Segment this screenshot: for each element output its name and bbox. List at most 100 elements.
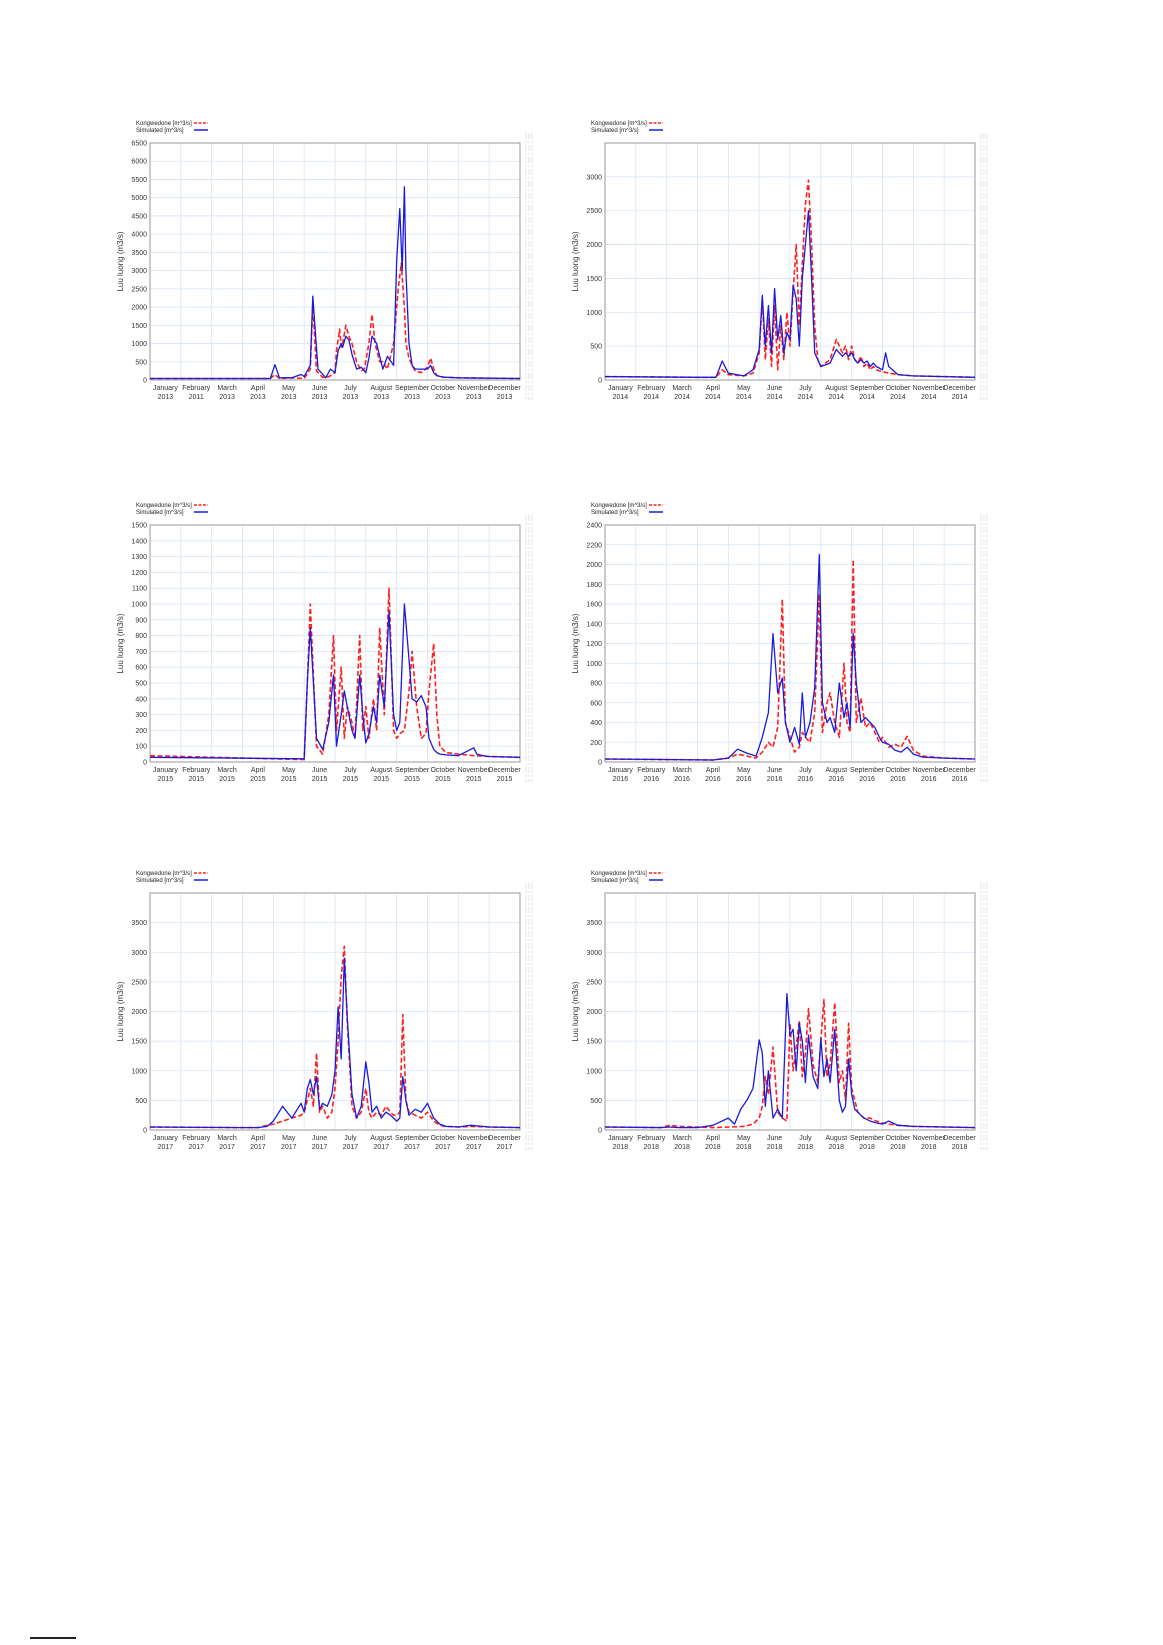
margin-annotation <box>525 515 533 782</box>
x-tick-month-label: January <box>608 767 633 774</box>
x-tick-month-label: March <box>217 767 237 774</box>
y-tick-label: 2000 <box>586 242 602 249</box>
x-tick-year-label: 2014 <box>767 394 783 401</box>
chart-panel-2018: 0 500 1000 1500 2000 2500 3000 3500 January 2018 F… <box>565 858 988 1158</box>
y-tick-label: 3000 <box>131 950 147 957</box>
x-tick-month-label: May <box>282 1135 296 1142</box>
legend-label-observed: Kongwedone [m^3/s] <box>136 871 192 877</box>
legend: Kongwedone [m^3/s]Simulated [m^3/s] <box>136 121 208 134</box>
y-tick-label: 800 <box>135 633 147 640</box>
y-tick-label: 1800 <box>586 582 602 589</box>
x-tick-year-label: 2017 <box>497 1144 513 1151</box>
y-tick-label: 2400 <box>586 523 602 530</box>
x-tick-month-label: October <box>430 767 456 774</box>
chart-svg: 0 500 1000 1500 2000 2500 3000 January 2014 Febru… <box>571 121 988 401</box>
x-tick-year-label: 2016 <box>828 776 844 783</box>
x-tick-year-label: 2017 <box>219 1144 235 1151</box>
legend-label-simulated: Simulated [m^3/s] <box>591 510 639 516</box>
x-tick-year-label: 2014 <box>859 394 875 401</box>
y-axis-label: Luu luong (m3/s) <box>116 981 125 1041</box>
series-line-simulated <box>604 993 976 1129</box>
x-tick-year-label: 2015 <box>188 776 204 783</box>
y-tick-label: 2500 <box>131 286 147 293</box>
x-tick-year-label: 2018 <box>921 1144 937 1151</box>
legend-label-simulated: Simulated [m^3/s] <box>591 128 639 134</box>
chart-panel-2016: 0 200 400 600 800 1000 1200 1400 1600 1800 2000 220… <box>565 490 988 790</box>
plot-frame <box>149 524 521 763</box>
x-tick-month-label: May <box>737 1135 751 1142</box>
plot-frame <box>604 892 976 1131</box>
x-tick-month-label: November <box>458 1135 491 1142</box>
y-tick-label: 1000 <box>131 602 147 609</box>
x-tick-year-label: 2018 <box>705 1144 721 1151</box>
x-tick-year-label: 2013 <box>497 394 513 401</box>
x-tick-month-label: February <box>637 767 666 774</box>
chart-panel-2017: 0 500 1000 1500 2000 2500 3000 3500 January 2017 F… <box>110 858 533 1158</box>
x-tick-year-label: 2013 <box>312 394 328 401</box>
x-tick-month-label: October <box>430 385 456 392</box>
x-tick-month-label: May <box>737 385 751 392</box>
x-tick-year-label: 2017 <box>312 1144 328 1151</box>
y-tick-label: 1000 <box>131 1068 147 1075</box>
y-tick-label: 1200 <box>131 570 147 577</box>
y-tick-label: 600 <box>590 700 602 707</box>
x-tick-year-label: 2017 <box>343 1144 359 1151</box>
x-tick-month-label: December <box>943 1135 976 1142</box>
page-footer-mark <box>30 1637 76 1639</box>
x-tick-year-label: 2013 <box>343 394 359 401</box>
margin-annotation <box>980 883 988 1150</box>
y-axis-label: Luu luong (m3/s) <box>116 613 125 673</box>
y-tick-label: 1400 <box>131 538 147 545</box>
y-tick-label: 1400 <box>586 621 602 628</box>
x-tick-year-label: 2016 <box>643 776 659 783</box>
x-tick-year-label: 2018 <box>859 1144 875 1151</box>
y-tick-label: 500 <box>135 359 147 366</box>
grid <box>149 142 521 381</box>
y-tick-label: 0 <box>143 378 147 385</box>
x-tick-month-label: September <box>395 1135 430 1142</box>
x-tick-month-label: January <box>153 1135 178 1142</box>
y-tick-label: 4500 <box>131 213 147 220</box>
x-tick-year-label: 2015 <box>219 776 235 783</box>
y-tick-label: 2200 <box>586 542 602 549</box>
y-tick-label: 1500 <box>586 1039 602 1046</box>
x-tick-year-label: 2013 <box>158 394 174 401</box>
y-tick-label: 3500 <box>131 920 147 927</box>
y-tick-label: 2000 <box>586 1009 602 1016</box>
x-tick-year-label: 2015 <box>312 776 328 783</box>
y-tick-label: 1000 <box>586 310 602 317</box>
grid <box>604 524 976 763</box>
legend: Kongwedone [m^3/s]Simulated [m^3/s] <box>136 871 208 884</box>
x-tick-year-label: 2013 <box>281 394 297 401</box>
series-line-observed <box>604 998 976 1129</box>
x-tick-month-label: February <box>182 385 211 392</box>
plot-frame <box>604 142 976 381</box>
x-tick-year-label: 2015 <box>281 776 297 783</box>
x-tick-month-label: April <box>251 385 265 392</box>
x-tick-month-label: May <box>737 767 751 774</box>
x-tick-year-label: 2014 <box>798 394 814 401</box>
x-tick-month-label: February <box>637 385 666 392</box>
x-tick-year-label: 2014 <box>921 394 937 401</box>
series-line-observed <box>149 945 521 1129</box>
y-tick-label: 6000 <box>131 159 147 166</box>
x-tick-month-label: April <box>706 385 720 392</box>
x-tick-month-label: April <box>706 1135 720 1142</box>
x-tick-month-label: July <box>799 1135 812 1142</box>
x-tick-year-label: 2014 <box>705 394 721 401</box>
y-tick-label: 1000 <box>131 341 147 348</box>
x-tick-year-label: 2018 <box>798 1144 814 1151</box>
x-tick-month-label: May <box>282 767 296 774</box>
chart-panel-2015: 0 100 200 300 400 500 600 700 800 900 1000 1100 1200… <box>110 490 533 790</box>
x-tick-month-label: March <box>217 1135 237 1142</box>
x-tick-year-label: 2017 <box>404 1144 420 1151</box>
x-tick-month-label: February <box>637 1135 666 1142</box>
x-tick-month-label: July <box>344 1135 357 1142</box>
x-tick-year-label: 2016 <box>613 776 629 783</box>
x-tick-month-label: September <box>395 385 430 392</box>
x-tick-year-label: 2016 <box>736 776 752 783</box>
chart-svg: 0 500 1000 1500 2000 2500 3000 3500 January 2018 F… <box>571 871 988 1151</box>
x-tick-month-label: December <box>488 1135 521 1142</box>
y-tick-label: 1500 <box>586 276 602 283</box>
legend: Kongwedone [m^3/s]Simulated [m^3/s] <box>591 503 663 516</box>
